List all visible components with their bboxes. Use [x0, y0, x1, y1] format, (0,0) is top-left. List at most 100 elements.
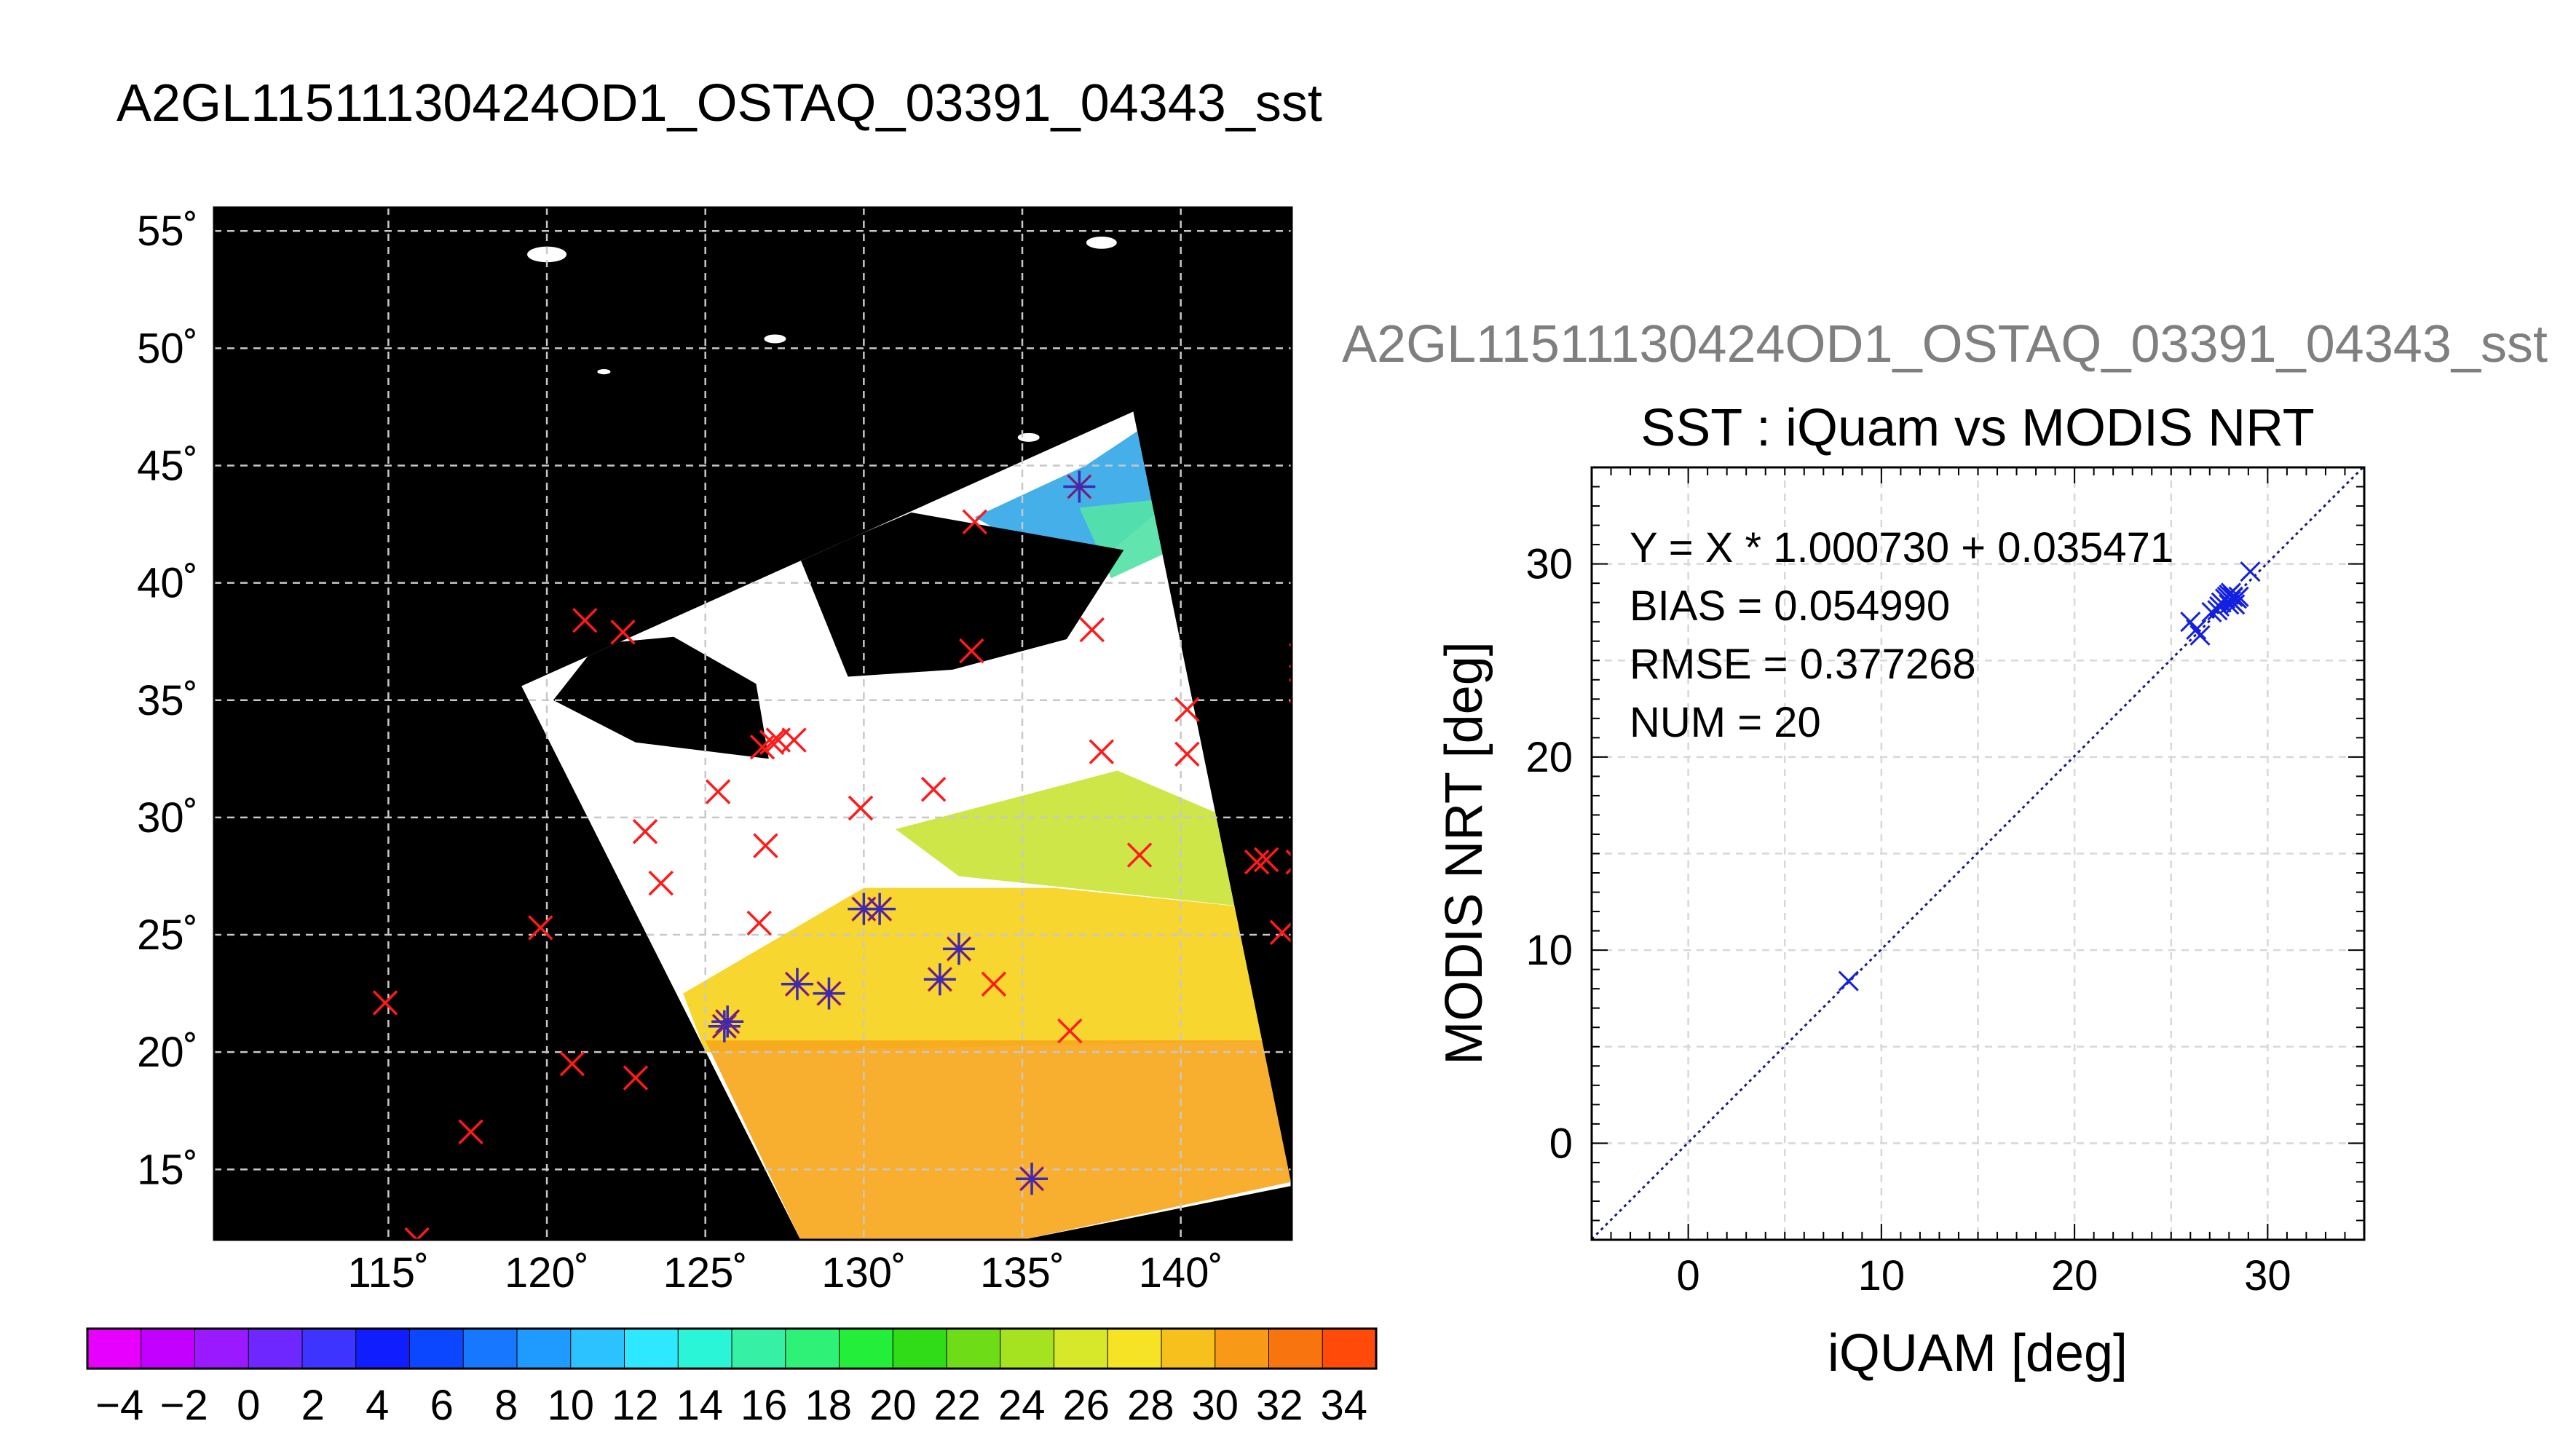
iquam-marker [1174, 697, 1200, 722]
scatter-point [2220, 582, 2242, 604]
iquam-marker [458, 1119, 483, 1144]
iquam-marker [959, 638, 984, 664]
map-y-tick-label: 15˚ [137, 1146, 198, 1193]
iquam-marker [528, 915, 553, 941]
iquam-marker [404, 1227, 430, 1240]
iquam-marker [981, 971, 1007, 997]
map-x-tick-label: 130˚ [821, 1249, 906, 1297]
iquam-marker [848, 795, 874, 821]
scatter-point [2240, 561, 2261, 582]
iquam-marker [1285, 849, 1292, 875]
matched-marker [1063, 470, 1096, 503]
map-x-tick-label: 135˚ [980, 1249, 1065, 1297]
colorbar-cell [570, 1328, 625, 1369]
colorbar-tick-label: 22 [933, 1382, 981, 1429]
stat-num: NUM = 20 [1630, 699, 1821, 746]
colorbar-tick-label: 34 [1320, 1382, 1367, 1429]
scatter-title: SST : iQuam vs MODIS NRT [1640, 399, 2315, 457]
matched-marker [923, 963, 956, 996]
colorbar-tick-label: 4 [366, 1382, 389, 1429]
colorbar-tick-label: 10 [547, 1382, 594, 1429]
scatter-x-tick-label: 30 [2244, 1252, 2291, 1299]
scatter-y-tick-label: 10 [1525, 927, 1573, 974]
colorbar-tick-label: 0 [237, 1382, 260, 1429]
matched-marker [711, 1005, 744, 1038]
japan-sea-basin [800, 513, 1124, 677]
iquam-marker [746, 910, 772, 936]
map-title: A2GL11511130424OD1_OSTAQ_03391_04343_sst [117, 74, 1322, 132]
iquam-marker [1079, 617, 1105, 643]
iquam-marker [781, 727, 807, 753]
colorbar-cell [1161, 1328, 1216, 1369]
iquam-marker [920, 776, 947, 802]
colorbar-cell [1000, 1328, 1055, 1369]
iquam-marker [572, 607, 598, 633]
colorbar-tick-label: 20 [869, 1382, 917, 1429]
speck [527, 246, 567, 263]
iquam-marker [1253, 847, 1279, 873]
iquam-marker [705, 779, 731, 804]
sst-zone-hotter [705, 1040, 1292, 1240]
colorbar-tick-label: −4 [95, 1382, 143, 1429]
iquam-marker [759, 729, 785, 756]
iquam-marker [623, 1065, 649, 1091]
scatter-y-tick-label: 20 [1525, 734, 1573, 781]
colorbar-tick-label: 16 [741, 1382, 788, 1429]
iquam-marker [1057, 1018, 1083, 1044]
x-axis-label: iQUAM [deg] [1828, 1324, 2128, 1382]
iquam-marker [648, 870, 674, 896]
matched-marker [1016, 1163, 1049, 1195]
colorbar: −4 −2 0 2 4 6 8 10 12 14 16 18 20 22 24 26 28 30 32 34 [86, 1327, 1378, 1429]
colorbar-tick-label: 12 [612, 1382, 659, 1429]
colorbar-cell [1215, 1328, 1270, 1369]
scatter-x-tick-label: 10 [1858, 1252, 1906, 1299]
scatter-y-tick-label: 0 [1549, 1120, 1573, 1167]
iquam-marker [632, 819, 658, 844]
scatter-x-tick-label: 20 [2051, 1252, 2098, 1299]
colorbar-cell [409, 1328, 465, 1369]
colorbar-tick-label: 30 [1191, 1382, 1239, 1429]
colorbar-cell [946, 1328, 1001, 1369]
colorbar-cell [892, 1328, 948, 1369]
iquam-marker [753, 833, 778, 858]
sst-map: 115˚ 120˚ 125˚ 130˚ 135˚ 140˚ 15˚ 20˚ 25˚ 30˚ 35˚… [137, 206, 1293, 1297]
colorbar-cell [141, 1328, 196, 1369]
scatter-point [2189, 625, 2211, 646]
map-y-tick-label: 55˚ [137, 207, 198, 255]
matched-marker [864, 893, 896, 925]
map-y-tick-label: 25˚ [137, 911, 198, 959]
iquam-marker [372, 990, 398, 1016]
map-x-tick-label: 140˚ [1139, 1249, 1223, 1297]
map-y-tick-label: 30˚ [137, 794, 198, 842]
iquam-marker [1288, 678, 1292, 704]
map-y-tick-label: 20˚ [137, 1029, 198, 1076]
colorbar-tick-label: 2 [301, 1382, 325, 1429]
matched-marker [942, 933, 975, 965]
iquam-marker [962, 509, 987, 535]
scatter-frame [1590, 466, 2366, 1241]
sst-zone-hot [683, 887, 1292, 1053]
colorbar-cell [1054, 1328, 1109, 1369]
colorbar-cell [87, 1328, 142, 1369]
colorbar-tick-label: 18 [805, 1382, 852, 1429]
speck [764, 334, 786, 344]
map-x-tick-label: 120˚ [505, 1249, 589, 1297]
scatter-top-title: A2GL11511130424OD1_OSTAQ_03391_04343_sst [1342, 315, 2548, 373]
map-y-tick-label: 35˚ [137, 677, 198, 724]
stat-bias: BIAS = 0.054990 [1630, 582, 1950, 630]
colorbar-tick-label: 32 [1256, 1382, 1303, 1429]
iquam-marker [1126, 842, 1153, 868]
stat-fit: Y = X * 1.000730 + 0.035471 [1630, 524, 2173, 571]
scatter-point [2186, 619, 2207, 640]
colorbar-tick-label: 28 [1127, 1382, 1174, 1429]
colorbar-cell [785, 1328, 840, 1369]
colorbar-tick-label: 6 [430, 1382, 454, 1429]
iquam-marker [1288, 643, 1292, 668]
iquam-marker [1174, 741, 1200, 767]
colorbar-cell [1322, 1328, 1378, 1369]
map-y-tick-label: 40˚ [137, 560, 198, 607]
colorbar-cell [1268, 1328, 1324, 1369]
colorbar-cell [731, 1328, 786, 1369]
colorbar-tick-label: 26 [1062, 1382, 1110, 1429]
iquam-marker [1244, 849, 1270, 875]
